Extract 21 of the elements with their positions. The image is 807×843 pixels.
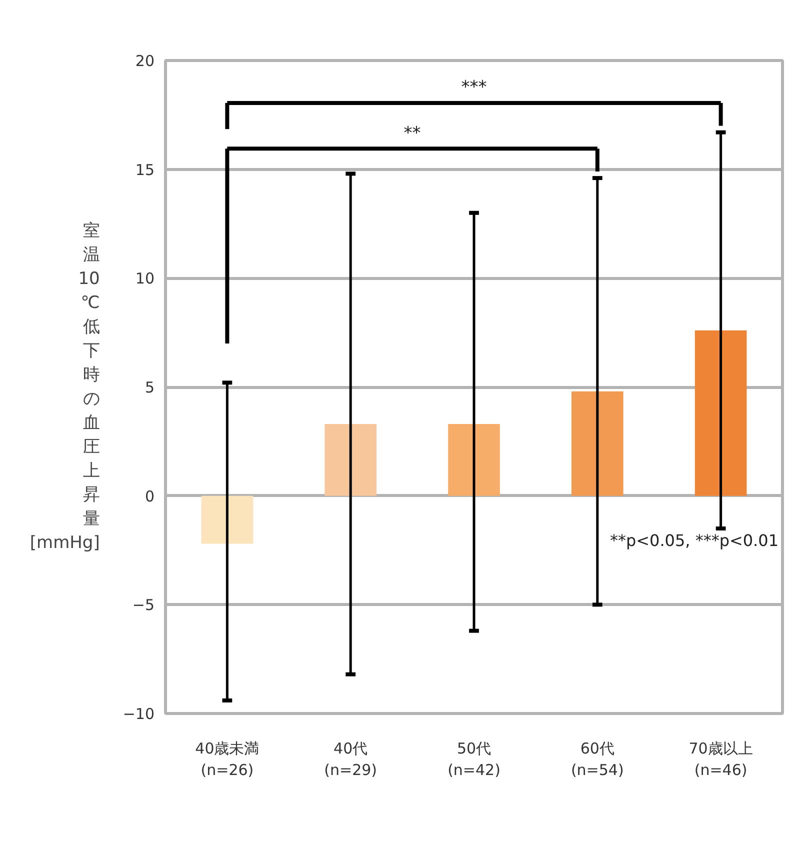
annotation: ***: [461, 78, 487, 98]
y-tick-label: 0: [144, 487, 155, 506]
x-tick-label: 60代 (n=54): [570, 740, 624, 780]
bar: [694, 330, 747, 496]
y-tick-label: 15: [135, 160, 155, 179]
bar: [324, 424, 377, 496]
x-tick-label: 70歳以上 (n=46): [688, 740, 753, 780]
y-tick-label: 20: [135, 52, 155, 70]
x-tick-label: 40代 (n=29): [324, 740, 378, 780]
annotation: **p<0.05, ***p<0.01: [610, 530, 778, 550]
bar: [201, 496, 254, 544]
annotation: **: [404, 123, 421, 144]
bar: [448, 424, 500, 496]
x-tick-label: 40歳未満 (n=26): [195, 740, 260, 780]
text: 室温10℃低下時の血圧上昇量[mmHg]: [30, 221, 100, 553]
y-tick-label: −5: [132, 596, 155, 614]
y-tick-label: 10: [135, 270, 155, 288]
y-tick-label: −10: [122, 705, 154, 723]
x-tick-label: 50代 (n=42): [448, 740, 500, 780]
bar: [571, 391, 624, 496]
y-tick-label: 5: [144, 378, 155, 396]
